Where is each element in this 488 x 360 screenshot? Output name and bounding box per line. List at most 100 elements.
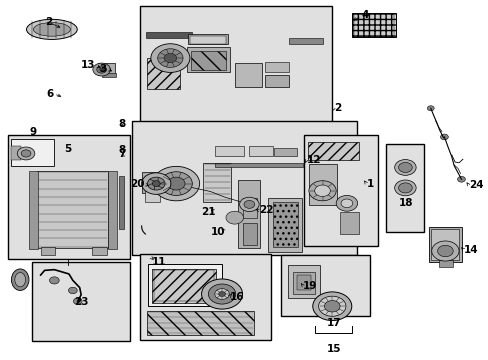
Bar bbox=[190, 50, 225, 69]
Bar bbox=[29, 171, 38, 249]
Bar bbox=[37, 171, 108, 248]
Text: 23: 23 bbox=[74, 297, 88, 307]
Text: 11: 11 bbox=[151, 257, 165, 267]
Bar bbox=[8, 135, 130, 259]
Bar bbox=[293, 272, 315, 294]
Circle shape bbox=[17, 147, 35, 160]
Circle shape bbox=[97, 66, 106, 73]
Circle shape bbox=[394, 159, 415, 175]
Bar bbox=[238, 180, 260, 248]
Ellipse shape bbox=[26, 19, 77, 40]
Bar bbox=[234, 63, 261, 87]
Text: 8: 8 bbox=[118, 120, 125, 129]
Text: 12: 12 bbox=[306, 155, 320, 165]
Bar bbox=[231, 219, 238, 222]
Bar bbox=[188, 35, 228, 44]
Text: 9: 9 bbox=[30, 127, 37, 136]
Circle shape bbox=[244, 201, 254, 208]
Circle shape bbox=[93, 63, 110, 76]
Bar bbox=[147, 58, 180, 89]
Text: 18: 18 bbox=[398, 198, 413, 208]
Circle shape bbox=[431, 241, 458, 261]
Bar bbox=[281, 255, 369, 316]
Circle shape bbox=[324, 301, 339, 312]
Bar bbox=[41, 247, 55, 255]
Bar bbox=[289, 38, 322, 44]
Bar bbox=[98, 63, 115, 75]
Circle shape bbox=[239, 197, 259, 212]
Bar bbox=[430, 229, 458, 260]
Text: 2: 2 bbox=[333, 103, 340, 113]
Bar bbox=[140, 6, 331, 123]
Bar bbox=[11, 139, 54, 166]
Bar bbox=[144, 192, 160, 202]
Bar bbox=[385, 144, 423, 232]
Bar bbox=[11, 146, 21, 160]
Circle shape bbox=[394, 180, 415, 196]
Bar bbox=[428, 226, 461, 262]
Ellipse shape bbox=[15, 273, 25, 287]
Text: 2: 2 bbox=[45, 17, 52, 27]
Ellipse shape bbox=[11, 269, 29, 291]
Circle shape bbox=[158, 49, 183, 67]
Circle shape bbox=[398, 162, 411, 172]
Bar bbox=[272, 202, 298, 247]
Circle shape bbox=[208, 284, 235, 304]
Circle shape bbox=[163, 53, 176, 63]
Bar bbox=[249, 145, 272, 156]
Text: 20: 20 bbox=[130, 179, 144, 189]
Circle shape bbox=[153, 166, 199, 201]
Circle shape bbox=[100, 68, 103, 71]
Bar bbox=[243, 198, 256, 218]
Bar bbox=[215, 163, 303, 167]
Bar bbox=[264, 62, 289, 72]
Bar bbox=[203, 163, 231, 202]
Text: 24: 24 bbox=[468, 180, 483, 190]
Bar bbox=[108, 171, 117, 249]
Bar bbox=[154, 270, 214, 301]
Text: 19: 19 bbox=[303, 281, 317, 291]
Circle shape bbox=[142, 173, 170, 194]
Text: 5: 5 bbox=[64, 144, 71, 154]
Circle shape bbox=[398, 183, 411, 193]
Circle shape bbox=[312, 292, 351, 320]
Circle shape bbox=[335, 195, 357, 211]
Circle shape bbox=[147, 177, 164, 190]
Bar bbox=[119, 176, 123, 229]
Circle shape bbox=[457, 176, 465, 182]
Text: 22: 22 bbox=[259, 206, 273, 216]
Bar bbox=[177, 184, 191, 192]
Bar bbox=[339, 212, 358, 234]
Circle shape bbox=[225, 211, 243, 224]
Text: 10: 10 bbox=[210, 227, 225, 237]
Bar bbox=[140, 253, 271, 339]
Circle shape bbox=[340, 199, 352, 208]
Circle shape bbox=[308, 181, 335, 201]
Bar bbox=[92, 247, 107, 255]
Text: 21: 21 bbox=[201, 207, 215, 217]
Text: 13: 13 bbox=[81, 60, 96, 70]
Bar bbox=[215, 145, 244, 156]
Bar bbox=[142, 172, 161, 193]
Bar bbox=[351, 13, 395, 37]
Bar bbox=[146, 32, 192, 39]
Text: 15: 15 bbox=[326, 344, 340, 354]
Bar bbox=[152, 269, 216, 303]
Circle shape bbox=[151, 44, 189, 72]
Bar bbox=[288, 265, 320, 298]
Ellipse shape bbox=[33, 23, 70, 36]
Bar bbox=[189, 36, 225, 44]
Bar bbox=[264, 75, 289, 87]
Text: 16: 16 bbox=[229, 292, 244, 302]
Text: 7: 7 bbox=[118, 149, 125, 159]
Circle shape bbox=[427, 106, 433, 111]
Circle shape bbox=[167, 177, 184, 190]
Text: 8: 8 bbox=[118, 145, 125, 155]
Circle shape bbox=[152, 181, 160, 186]
Bar bbox=[186, 47, 229, 72]
Text: 4: 4 bbox=[361, 10, 368, 20]
Bar bbox=[147, 311, 254, 335]
Text: 3: 3 bbox=[100, 64, 107, 74]
Bar bbox=[148, 264, 222, 306]
Text: 17: 17 bbox=[326, 319, 340, 328]
